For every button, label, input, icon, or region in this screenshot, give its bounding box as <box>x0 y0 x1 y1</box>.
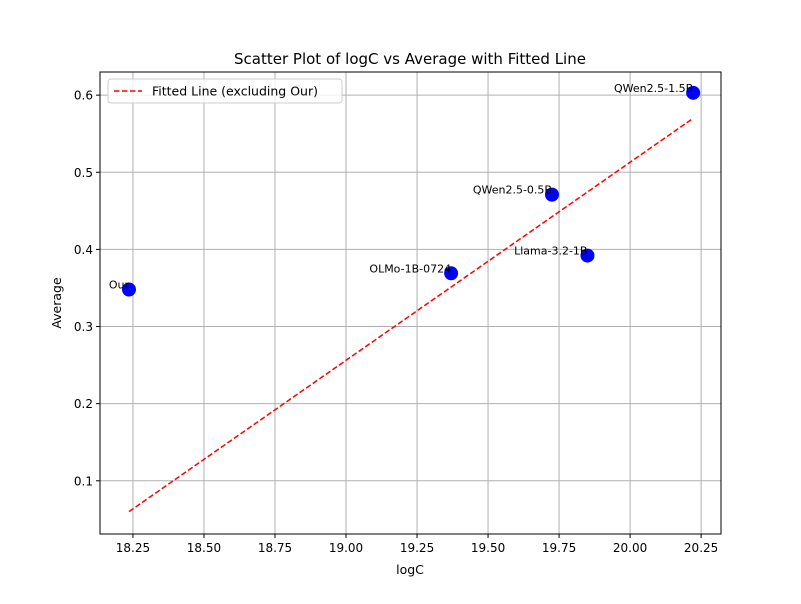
point-label: Our <box>109 279 130 292</box>
x-tick-label: 19.50 <box>471 541 505 555</box>
y-tick-label: 0.5 <box>74 166 93 180</box>
y-tick-label: 0.4 <box>74 243 93 257</box>
point-label: QWen2.5-1.5B <box>614 82 693 95</box>
y-tick-label: 0.6 <box>74 89 93 103</box>
x-tick-label: 18.50 <box>187 541 221 555</box>
data-point <box>580 248 595 263</box>
y-tick-label: 0.3 <box>74 320 93 334</box>
x-tick-label: 20.00 <box>613 541 647 555</box>
chart-title: Scatter Plot of logC vs Average with Fit… <box>234 50 586 68</box>
point-label: OLMo-1B-0724 <box>369 262 451 275</box>
y-tick-label: 0.1 <box>74 474 93 488</box>
x-tick-label: 18.75 <box>258 541 292 555</box>
data-point <box>121 282 136 297</box>
fitted-line <box>128 117 694 513</box>
point-label: QWen2.5-0.5B <box>473 184 552 197</box>
point-label: Llama-3.2-1B <box>514 245 587 258</box>
x-tick-label: 19.25 <box>400 541 434 555</box>
data-point <box>686 85 701 100</box>
data-point <box>544 187 559 202</box>
x-tick-label: 19.75 <box>542 541 576 555</box>
x-tick-label: 20.25 <box>684 541 718 555</box>
legend: Fitted Line (excluding Our) <box>107 78 343 104</box>
legend-label: Fitted Line (excluding Our) <box>152 84 318 99</box>
data-point <box>444 266 459 281</box>
x-axis-label: logC <box>396 562 424 577</box>
x-tick-label: 19.00 <box>329 541 363 555</box>
legend-box <box>107 78 343 104</box>
y-tick-label: 0.2 <box>74 397 93 411</box>
y-axis-label: Average <box>49 277 64 329</box>
x-tick-label: 18.25 <box>116 541 150 555</box>
plot-frame <box>99 71 722 535</box>
